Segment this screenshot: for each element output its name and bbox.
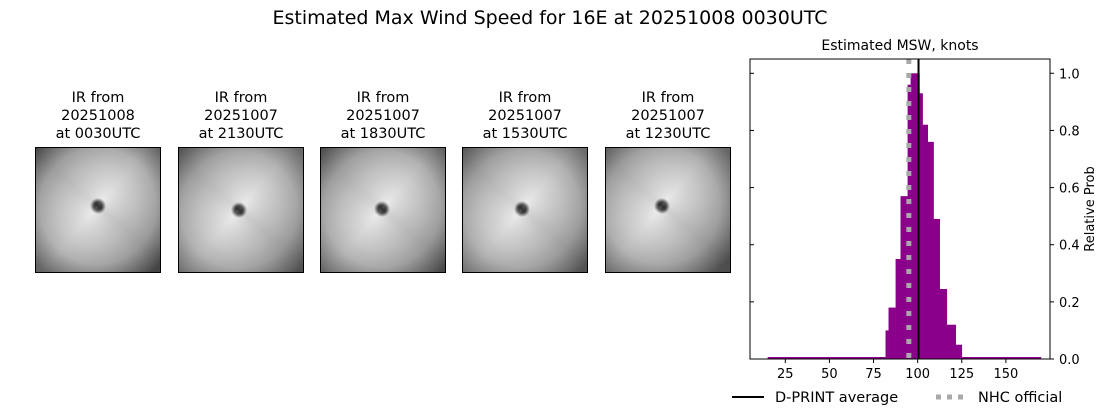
histogram-bar: [933, 219, 941, 359]
legend-nhc-label: NHC official: [978, 390, 1062, 406]
chart-legend: D-PRINT average NHC official: [732, 390, 1062, 406]
histogram-bar: [895, 259, 901, 359]
histogram-bar: [955, 344, 963, 359]
legend-dprint-label: D-PRINT average: [775, 390, 898, 406]
y-axis-label: Relative Prob: [1083, 166, 1098, 251]
ir-caption-line1: IR from: [641, 90, 695, 106]
x-tick-label: 50: [821, 367, 838, 382]
histogram-bar: [939, 289, 948, 359]
figure-title: Estimated Max Wind Speed for 16E at 2025…: [272, 7, 828, 29]
ir-caption-line3: at 0030UTC: [55, 126, 141, 142]
y-tick-label: 0.8: [1059, 124, 1080, 139]
ir-caption-line1: IR from: [498, 90, 552, 106]
ir-caption-line3: at 1230UTC: [625, 126, 711, 142]
histogram-bar: [888, 307, 896, 359]
histogram-bars: [767, 73, 1042, 360]
ir-caption-line1: IR from: [71, 90, 125, 106]
y-tick-label: 1.0: [1059, 67, 1080, 82]
ir-panel: IR from 20251008 at 0030UTC: [35, 89, 161, 273]
histogram-bar: [922, 124, 929, 359]
histogram-bar: [907, 84, 911, 359]
y-tick-label: 0.2: [1059, 296, 1080, 311]
ir-satellite-image: [178, 147, 304, 273]
histogram-bar: [885, 330, 889, 359]
chart-title: Estimated MSW, knots: [821, 38, 978, 54]
histogram-bar: [900, 196, 908, 359]
ir-satellite-image: [462, 147, 588, 273]
x-tick-label: 150: [993, 367, 1018, 382]
ir-caption-line1: IR from: [356, 90, 410, 106]
x-tick-label: 25: [777, 367, 794, 382]
x-tick-label: 75: [865, 367, 882, 382]
y-tick-label: 0.0: [1059, 353, 1080, 368]
y-tick-label: 0.4: [1059, 239, 1080, 254]
axes-frame: [749, 58, 1051, 360]
ir-caption-line3: at 2130UTC: [198, 126, 284, 142]
histogram-bar: [927, 141, 934, 359]
histogram-bar: [910, 73, 920, 360]
ir-caption-line3: at 1830UTC: [340, 126, 426, 142]
y-tick-label: 0.6: [1059, 182, 1080, 197]
x-tick-label: 100: [905, 367, 930, 382]
ir-satellite-image: [35, 147, 161, 273]
histogram-bar: [946, 324, 957, 359]
ir-caption-line2: 20251007: [204, 108, 278, 124]
ir-caption-line1: IR from: [214, 90, 268, 106]
histogram-bar: [919, 93, 923, 360]
ir-caption-line2: 20251007: [346, 108, 420, 124]
ir-panel: IR from 20251007 at 1230UTC: [605, 89, 731, 273]
ir-panel: IR from 20251007 at 2130UTC: [178, 89, 304, 273]
x-tick-label: 125: [949, 367, 974, 382]
ir-panel: IR from 20251007 at 1830UTC: [320, 89, 446, 273]
ir-panel: IR from 20251007 at 1530UTC: [462, 89, 588, 273]
ir-satellite-image: [320, 147, 446, 273]
ir-satellite-image: [605, 147, 731, 273]
ir-caption-line2: 20251007: [488, 108, 562, 124]
ir-caption-line2: 20251008: [61, 108, 135, 124]
ir-caption-line2: 20251007: [631, 108, 705, 124]
ir-caption-line3: at 1530UTC: [482, 126, 568, 142]
